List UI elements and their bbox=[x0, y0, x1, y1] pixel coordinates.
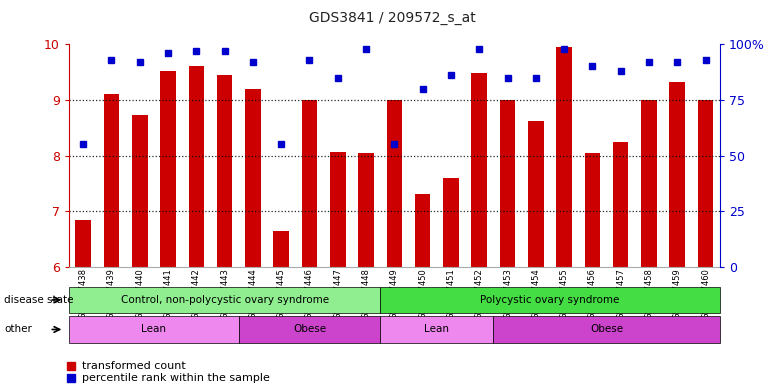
Text: Lean: Lean bbox=[141, 324, 166, 334]
Bar bbox=[493, 316, 720, 343]
Text: Control, non-polycystic ovary syndrome: Control, non-polycystic ovary syndrome bbox=[121, 295, 328, 305]
Bar bbox=[415, 194, 430, 267]
Text: other: other bbox=[4, 324, 32, 334]
Bar bbox=[358, 153, 374, 267]
Text: GDS3841 / 209572_s_at: GDS3841 / 209572_s_at bbox=[309, 11, 475, 25]
Bar bbox=[698, 100, 713, 267]
Bar bbox=[613, 142, 629, 267]
Bar bbox=[75, 220, 91, 267]
Bar bbox=[499, 100, 515, 267]
Bar bbox=[217, 75, 232, 267]
Bar bbox=[585, 153, 601, 267]
Bar bbox=[302, 100, 318, 267]
Bar bbox=[239, 316, 380, 343]
Bar bbox=[132, 116, 147, 267]
Bar bbox=[670, 82, 685, 267]
Bar bbox=[245, 89, 260, 267]
Bar bbox=[69, 287, 380, 313]
Bar bbox=[274, 231, 289, 267]
Bar bbox=[557, 47, 572, 267]
Text: Polycystic ovary syndrome: Polycystic ovary syndrome bbox=[481, 295, 619, 305]
Bar bbox=[380, 287, 720, 313]
Bar bbox=[103, 94, 119, 267]
Text: percentile rank within the sample: percentile rank within the sample bbox=[82, 373, 270, 383]
Text: Lean: Lean bbox=[424, 324, 449, 334]
Bar bbox=[69, 316, 239, 343]
Bar bbox=[188, 66, 204, 267]
Bar bbox=[387, 100, 402, 267]
Bar bbox=[528, 121, 543, 267]
Bar bbox=[443, 178, 459, 267]
Bar bbox=[471, 73, 487, 267]
Bar bbox=[330, 152, 346, 267]
Bar bbox=[160, 71, 176, 267]
Bar bbox=[641, 100, 657, 267]
Bar bbox=[380, 316, 493, 343]
Text: Obese: Obese bbox=[590, 324, 623, 334]
Text: Obese: Obese bbox=[293, 324, 326, 334]
Text: disease state: disease state bbox=[4, 295, 74, 305]
Text: transformed count: transformed count bbox=[82, 361, 186, 371]
